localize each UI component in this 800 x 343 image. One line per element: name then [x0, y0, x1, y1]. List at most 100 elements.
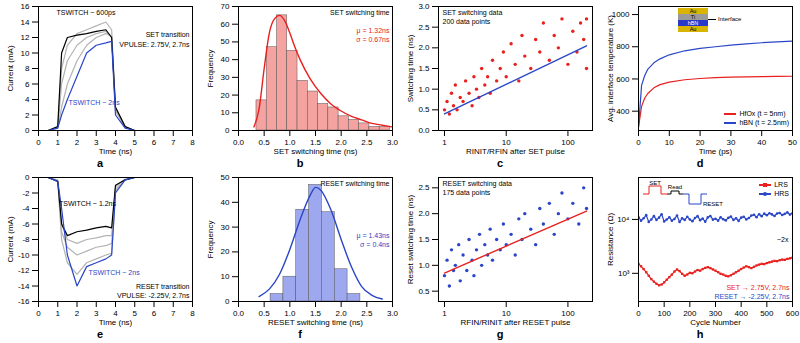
svg-text:0.0: 0.0: [233, 309, 245, 318]
svg-text:12: 12: [21, 33, 30, 42]
svg-text:TSWITCH ~ 1.2ns: TSWITCH ~ 1.2ns: [59, 200, 116, 207]
svg-text:6: 6: [152, 138, 157, 147]
svg-text:SET switching time: SET switching time: [330, 9, 389, 17]
svg-text:10⁴: 10⁴: [617, 215, 630, 224]
svg-text:0: 0: [36, 309, 41, 318]
svg-text:0: 0: [225, 297, 230, 306]
svg-text:800: 800: [616, 42, 630, 51]
svg-text:VPULSE: -2.25V, 2.7ns: VPULSE: -2.25V, 2.7ns: [117, 292, 190, 299]
svg-text:Read: Read: [668, 184, 682, 190]
svg-text:-10: -10: [18, 251, 30, 260]
svg-text:2.5: 2.5: [418, 183, 430, 192]
svg-text:50: 50: [221, 173, 230, 182]
svg-text:100: 100: [657, 309, 671, 318]
svg-text:5: 5: [133, 309, 138, 318]
svg-text:175 data points: 175 data points: [443, 189, 491, 197]
svg-text:-12: -12: [18, 266, 30, 275]
svg-text:RFIN/RINIT after RESET pulse: RFIN/RINIT after RESET pulse: [461, 318, 572, 327]
svg-text:Time (ps): Time (ps): [699, 147, 733, 156]
svg-text:Resistance (Ω): Resistance (Ω): [606, 213, 615, 266]
svg-text:10: 10: [221, 272, 230, 281]
svg-text:SET switching time (ns): SET switching time (ns): [274, 147, 358, 156]
svg-text:0: 0: [636, 309, 641, 318]
svg-text:1: 1: [56, 138, 61, 147]
svg-text:Switching time (ns): Switching time (ns): [406, 34, 415, 102]
svg-text:Time (ns): Time (ns): [99, 318, 133, 327]
svg-text:0: 0: [25, 173, 30, 182]
svg-text:SET transition: SET transition: [146, 31, 190, 38]
svg-text:SET: SET: [649, 180, 661, 186]
svg-text:2: 2: [25, 111, 30, 120]
svg-text:30: 30: [221, 223, 230, 232]
svg-text:500: 500: [760, 309, 774, 318]
svg-text:30: 30: [221, 73, 230, 82]
svg-text:8: 8: [25, 64, 30, 73]
svg-text:6: 6: [152, 309, 157, 318]
svg-text:0.5: 0.5: [259, 138, 271, 147]
svg-text:Current (mA): Current (mA): [6, 216, 15, 263]
svg-text:10: 10: [221, 108, 230, 117]
svg-text:Cycle Number: Cycle Number: [690, 318, 741, 327]
svg-text:1.5: 1.5: [418, 64, 430, 73]
svg-text:3.0: 3.0: [387, 309, 399, 318]
svg-text:3.0: 3.0: [418, 2, 430, 11]
svg-text:0.0: 0.0: [418, 126, 430, 135]
svg-text:1: 1: [442, 138, 447, 147]
svg-text:σ = 0.4ns: σ = 0.4ns: [360, 241, 390, 248]
svg-text:200 data points: 200 data points: [443, 18, 491, 26]
svg-text:10: 10: [665, 138, 674, 147]
svg-text:2: 2: [75, 309, 80, 318]
svg-text:Current (mA): Current (mA): [6, 45, 15, 92]
svg-text:μ = 1.32ns: μ = 1.32ns: [356, 27, 390, 35]
svg-text:1.0: 1.0: [418, 85, 430, 94]
svg-text:2.5: 2.5: [361, 138, 373, 147]
svg-text:8: 8: [190, 138, 195, 147]
svg-text:14: 14: [21, 18, 30, 27]
svg-text:1.5: 1.5: [418, 235, 430, 244]
svg-text:600: 600: [616, 75, 630, 84]
svg-text:σ = 0.67ns: σ = 0.67ns: [356, 36, 390, 43]
svg-text:TSWITCH ~ 600ps: TSWITCH ~ 600ps: [57, 9, 116, 17]
svg-text:0: 0: [225, 126, 230, 135]
svg-text:0: 0: [25, 126, 30, 135]
svg-text:6: 6: [25, 80, 30, 89]
svg-text:7: 7: [171, 309, 176, 318]
svg-text:5: 5: [133, 138, 138, 147]
svg-text:RESET switching data: RESET switching data: [443, 180, 513, 188]
svg-text:RESET → -2.25V, 2.7ns: RESET → -2.25V, 2.7ns: [714, 293, 790, 300]
svg-text:-6: -6: [22, 220, 30, 229]
svg-text:Reset switching time (ns): Reset switching time (ns): [406, 194, 415, 284]
svg-text:10³: 10³: [618, 269, 630, 278]
svg-text:0: 0: [36, 138, 41, 147]
svg-text:40: 40: [221, 55, 230, 64]
svg-text:1.0: 1.0: [418, 261, 430, 270]
svg-text:7: 7: [171, 138, 176, 147]
svg-text:Frequency: Frequency: [206, 221, 215, 259]
svg-text:1: 1: [442, 309, 447, 318]
svg-text:-8: -8: [22, 235, 30, 244]
svg-text:RESET switching time (ns): RESET switching time (ns): [268, 318, 363, 327]
svg-text:4: 4: [25, 95, 30, 104]
svg-text:-14: -14: [18, 282, 30, 291]
svg-text:60: 60: [221, 20, 230, 29]
svg-text:0.5: 0.5: [418, 105, 430, 114]
svg-text:2.0: 2.0: [418, 43, 430, 52]
svg-text:RINIT/RFIN after SET pulse: RINIT/RFIN after SET pulse: [466, 147, 566, 156]
svg-text:2: 2: [75, 138, 80, 147]
svg-text:2.5: 2.5: [418, 23, 430, 32]
svg-text:-2: -2: [22, 189, 30, 198]
svg-text:-4: -4: [22, 204, 30, 213]
svg-text:2.0: 2.0: [418, 209, 430, 218]
svg-text:1: 1: [56, 309, 61, 318]
svg-text:RESET switching time: RESET switching time: [320, 180, 389, 188]
svg-text:20: 20: [221, 91, 230, 100]
svg-text:Time (ns): Time (ns): [99, 147, 133, 156]
svg-text:10: 10: [21, 49, 30, 58]
svg-text:400: 400: [616, 107, 630, 116]
svg-text:0: 0: [636, 138, 641, 147]
svg-text:Frequency: Frequency: [206, 50, 215, 88]
svg-text:TSWITCH ~ 2ns: TSWITCH ~ 2ns: [89, 269, 141, 276]
svg-text:Avg. interface temperature (K): Avg. interface temperature (K): [606, 15, 615, 122]
svg-text:40: 40: [757, 138, 766, 147]
svg-text:16: 16: [21, 2, 30, 11]
